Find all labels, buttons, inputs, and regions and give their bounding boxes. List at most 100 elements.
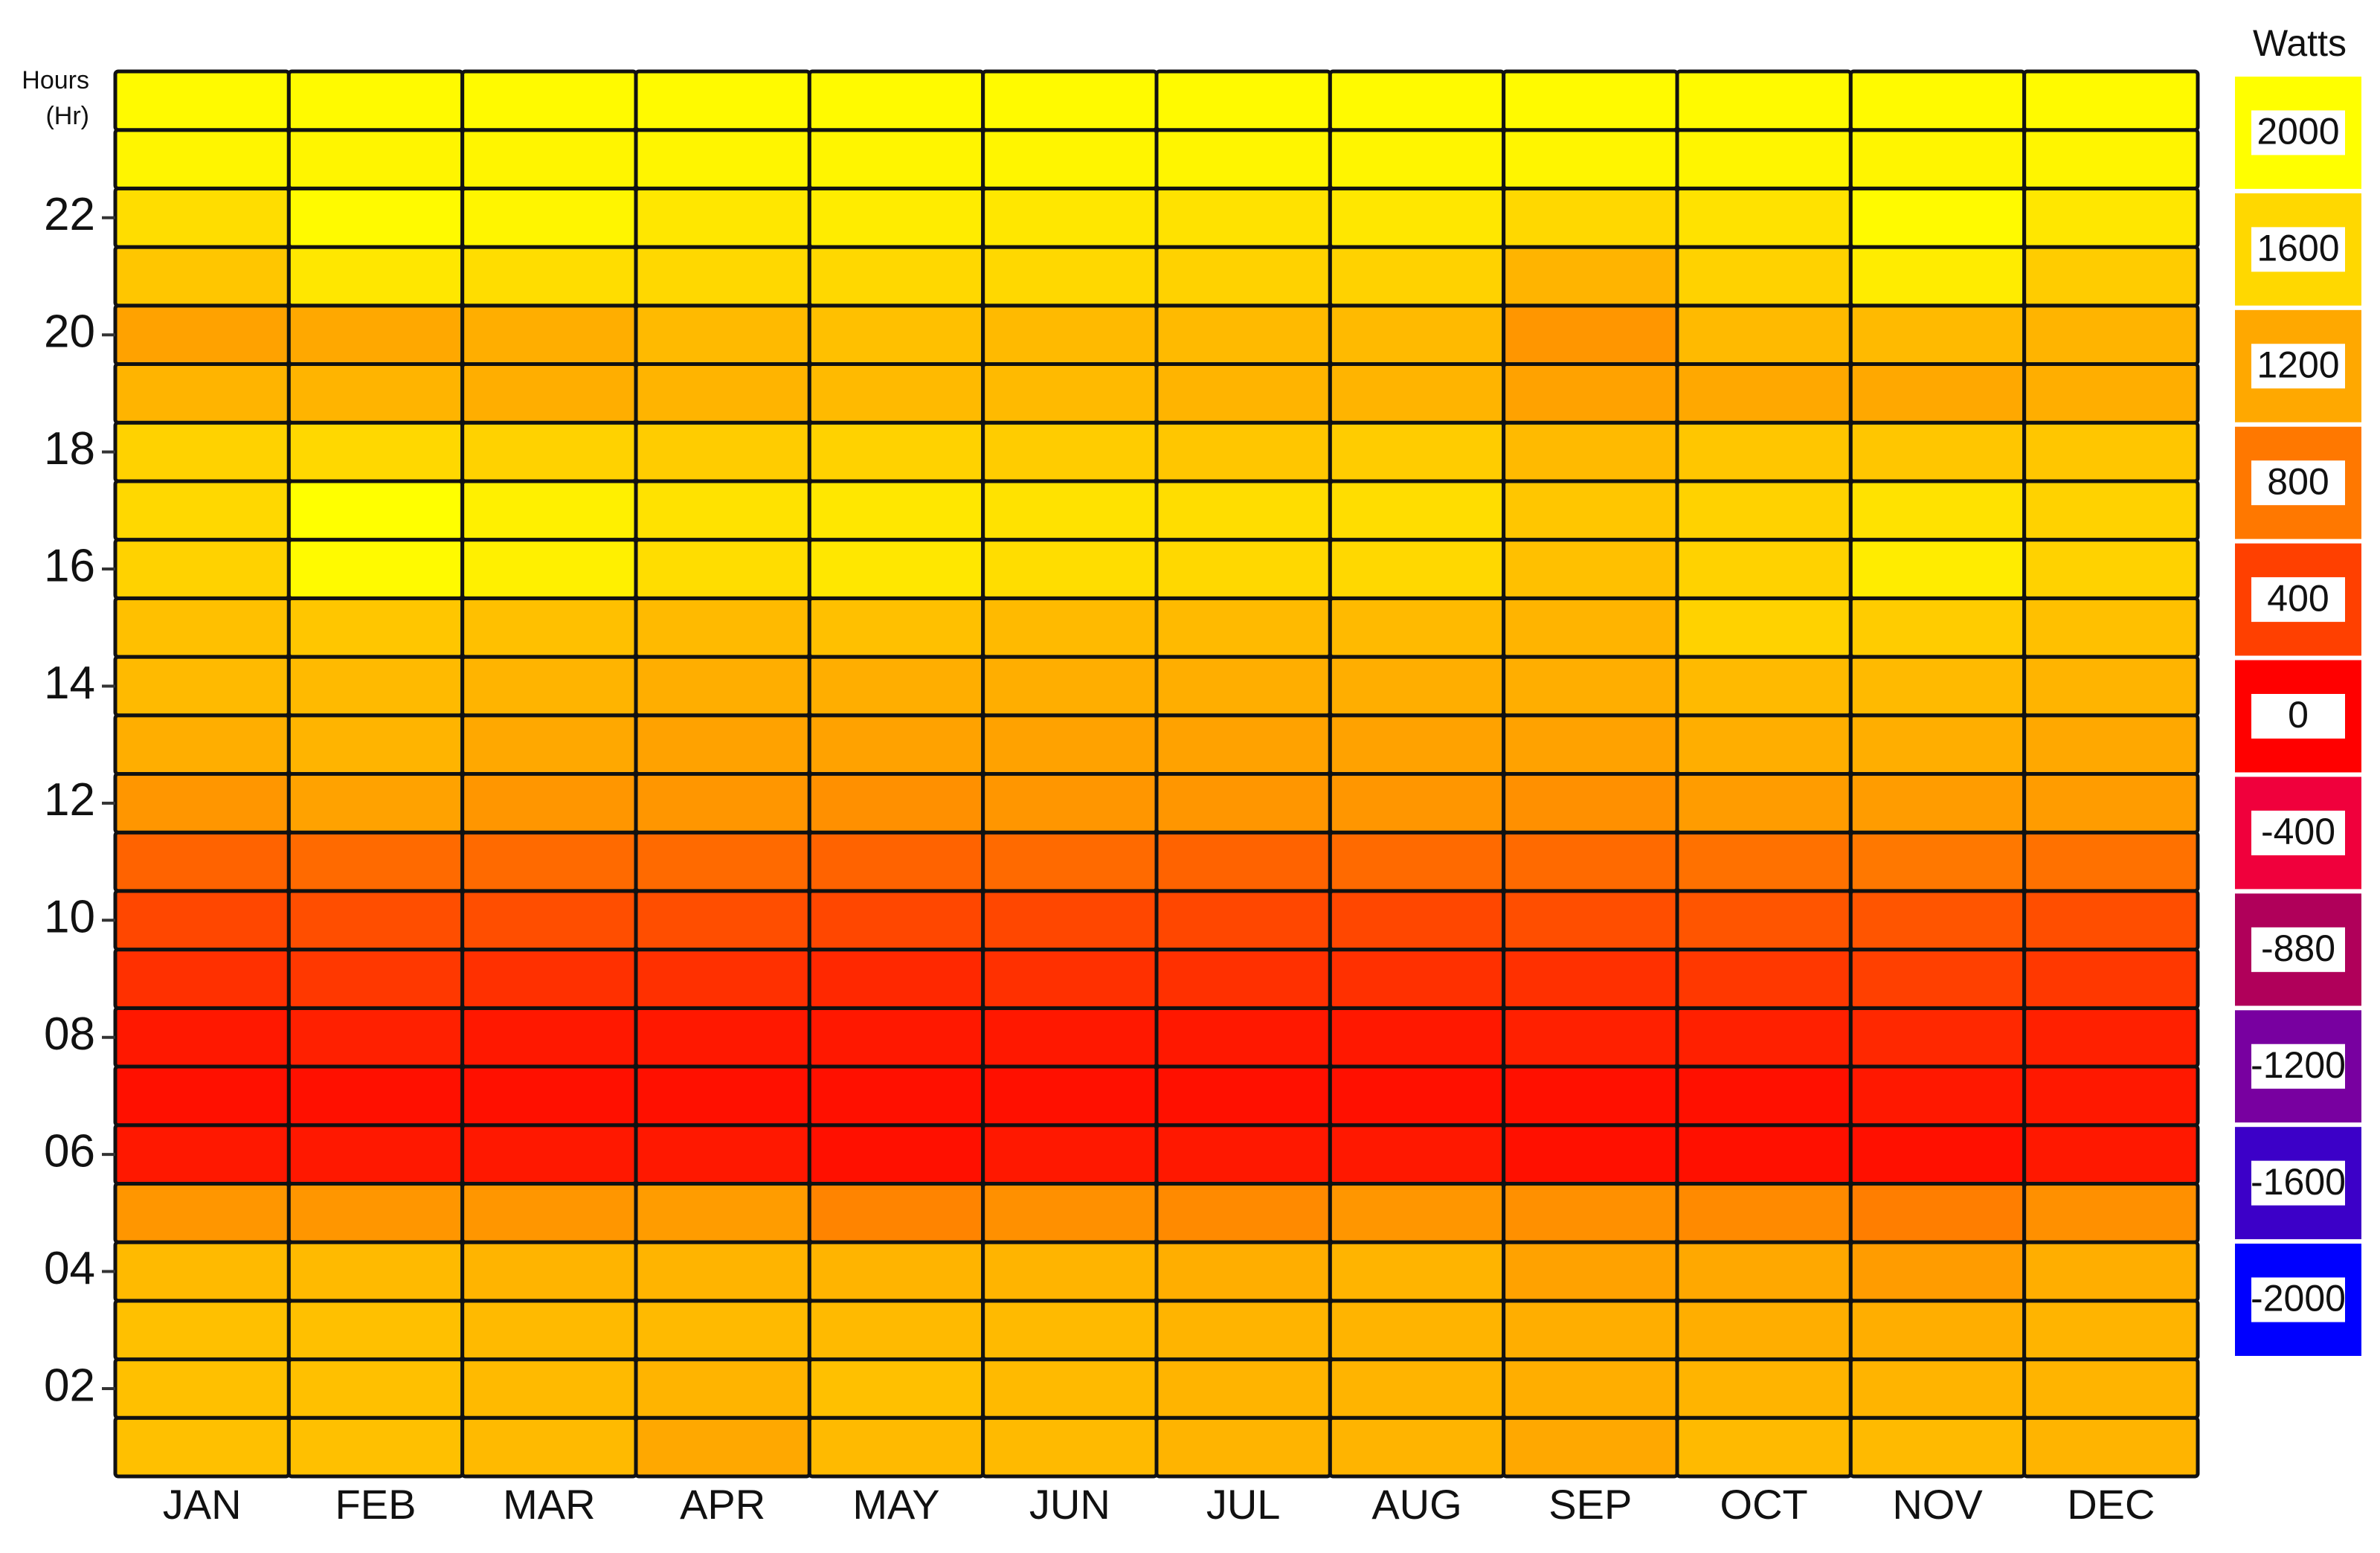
x-tick-label: APR xyxy=(680,1481,765,1528)
heatmap-cell xyxy=(1154,1299,1332,1362)
heatmap-cell xyxy=(1502,830,1679,893)
heatmap-cell xyxy=(1154,713,1332,776)
heatmap-cell xyxy=(807,1123,985,1186)
heatmap-cell xyxy=(807,1006,985,1069)
heatmap-cell xyxy=(634,128,811,190)
heatmap-cell xyxy=(1502,1006,1679,1069)
heatmap-cell xyxy=(981,1181,1159,1244)
heatmap-cell xyxy=(634,69,811,132)
heatmap-cell xyxy=(1154,362,1332,425)
heatmap-cell xyxy=(1502,772,1679,835)
y-tick-label: 10 xyxy=(44,892,95,943)
heatmap-cell xyxy=(460,713,638,776)
heatmap-cell xyxy=(113,128,291,190)
heatmap-cell xyxy=(1328,889,1506,952)
heatmap-cell xyxy=(460,1299,638,1362)
colorbar-label: 0 xyxy=(2288,694,2309,736)
colorbar-label-bg xyxy=(2251,1160,2345,1206)
heatmap-cell xyxy=(1502,713,1679,776)
heatmap-cell xyxy=(981,245,1159,308)
heatmap-cell xyxy=(1154,772,1332,835)
heatmap-cell xyxy=(1328,948,1506,1010)
heatmap-cell xyxy=(1675,1357,1853,1420)
heatmap-cell xyxy=(807,596,985,659)
heatmap-cell xyxy=(1675,713,1853,776)
colorbar-label-bg xyxy=(2251,810,2345,855)
heatmap-cell xyxy=(981,889,1159,952)
heatmap-cell xyxy=(1502,303,1679,367)
heatmap-cell xyxy=(286,1181,465,1244)
heatmap-cell xyxy=(634,303,811,367)
heatmap-cell xyxy=(1502,1064,1679,1128)
heatmap-cell xyxy=(2022,1006,2200,1069)
heatmap-cell xyxy=(807,713,985,776)
heatmap-cell xyxy=(1848,186,2027,249)
heatmap-cell xyxy=(1675,1006,1853,1069)
heatmap-cell xyxy=(634,420,811,483)
x-tick-label: SEP xyxy=(1548,1481,1632,1528)
heatmap-cell xyxy=(1328,1415,1506,1479)
heatmap-cell xyxy=(2022,596,2200,659)
heatmap-cell xyxy=(981,948,1159,1010)
heatmap-cell xyxy=(286,1123,465,1186)
heatmap-cell xyxy=(2022,713,2200,776)
heatmap-cell xyxy=(1328,1006,1506,1069)
heatmap-cell xyxy=(1328,655,1506,718)
colorbar-label: 1600 xyxy=(2257,228,2339,269)
heatmap-cell xyxy=(113,1240,291,1303)
heatmap-cell xyxy=(981,772,1159,835)
heatmap-cell xyxy=(807,1415,985,1479)
heatmap-cell xyxy=(1848,128,2027,190)
heatmap-cell xyxy=(634,948,811,1010)
heatmap-cell xyxy=(634,1415,811,1479)
y-tick-label: 12 xyxy=(44,774,95,826)
heatmap-cell xyxy=(807,1240,985,1303)
x-tick-label: AUG xyxy=(1371,1481,1461,1528)
heatmap-cell xyxy=(286,1240,465,1303)
heatmap-cell xyxy=(1848,245,2027,308)
heatmap-cell xyxy=(981,596,1159,659)
heatmap-cell xyxy=(286,245,465,308)
heatmap-cell xyxy=(807,830,985,893)
heatmap-cell xyxy=(2022,1064,2200,1128)
heatmap-cell xyxy=(460,830,638,893)
heatmap-cell xyxy=(286,889,465,952)
heatmap-cell xyxy=(981,1240,1159,1303)
heatmap-cell xyxy=(1848,538,2027,600)
heatmap-cell xyxy=(634,889,811,952)
heatmap-cell xyxy=(807,948,985,1010)
heatmap-cell xyxy=(1675,479,1853,542)
heatmap-cell xyxy=(1154,420,1332,483)
heatmap-cell xyxy=(1328,772,1506,835)
heatmap-cell xyxy=(460,1123,638,1186)
heatmap-cell xyxy=(460,303,638,367)
heatmap-cell xyxy=(460,1357,638,1420)
heatmap-cell xyxy=(981,128,1159,190)
heatmap-cell xyxy=(113,948,291,1010)
heatmap-cell xyxy=(1154,128,1332,190)
heatmap-cell xyxy=(460,420,638,483)
heatmap-cell xyxy=(1675,538,1853,600)
heatmap-cell xyxy=(2022,69,2200,132)
heatmap-cell xyxy=(634,1064,811,1128)
heatmap-cell xyxy=(1154,830,1332,893)
heatmap-cell xyxy=(1328,303,1506,367)
heatmap-cell xyxy=(1848,1181,2027,1244)
heatmap-cell xyxy=(286,596,465,659)
x-tick-label: OCT xyxy=(1720,1481,1808,1528)
heatmap-cell xyxy=(981,538,1159,600)
heatmap-cell xyxy=(1154,948,1332,1010)
heatmap-cell xyxy=(1154,1006,1332,1069)
heatmap-cell xyxy=(634,479,811,542)
heatmap-cell xyxy=(1848,889,2027,952)
heatmap-cell xyxy=(1848,1357,2027,1420)
heatmap-cell xyxy=(460,889,638,952)
heatmap-cell xyxy=(113,245,291,308)
heatmap-cell xyxy=(1154,889,1332,952)
y-tick-label: 20 xyxy=(44,306,95,358)
y-tick-label: 22 xyxy=(44,189,95,240)
heatmap-cell xyxy=(2022,1415,2200,1479)
heatmap-cell xyxy=(1328,1357,1506,1420)
y-axis-label: Hours xyxy=(22,66,89,94)
